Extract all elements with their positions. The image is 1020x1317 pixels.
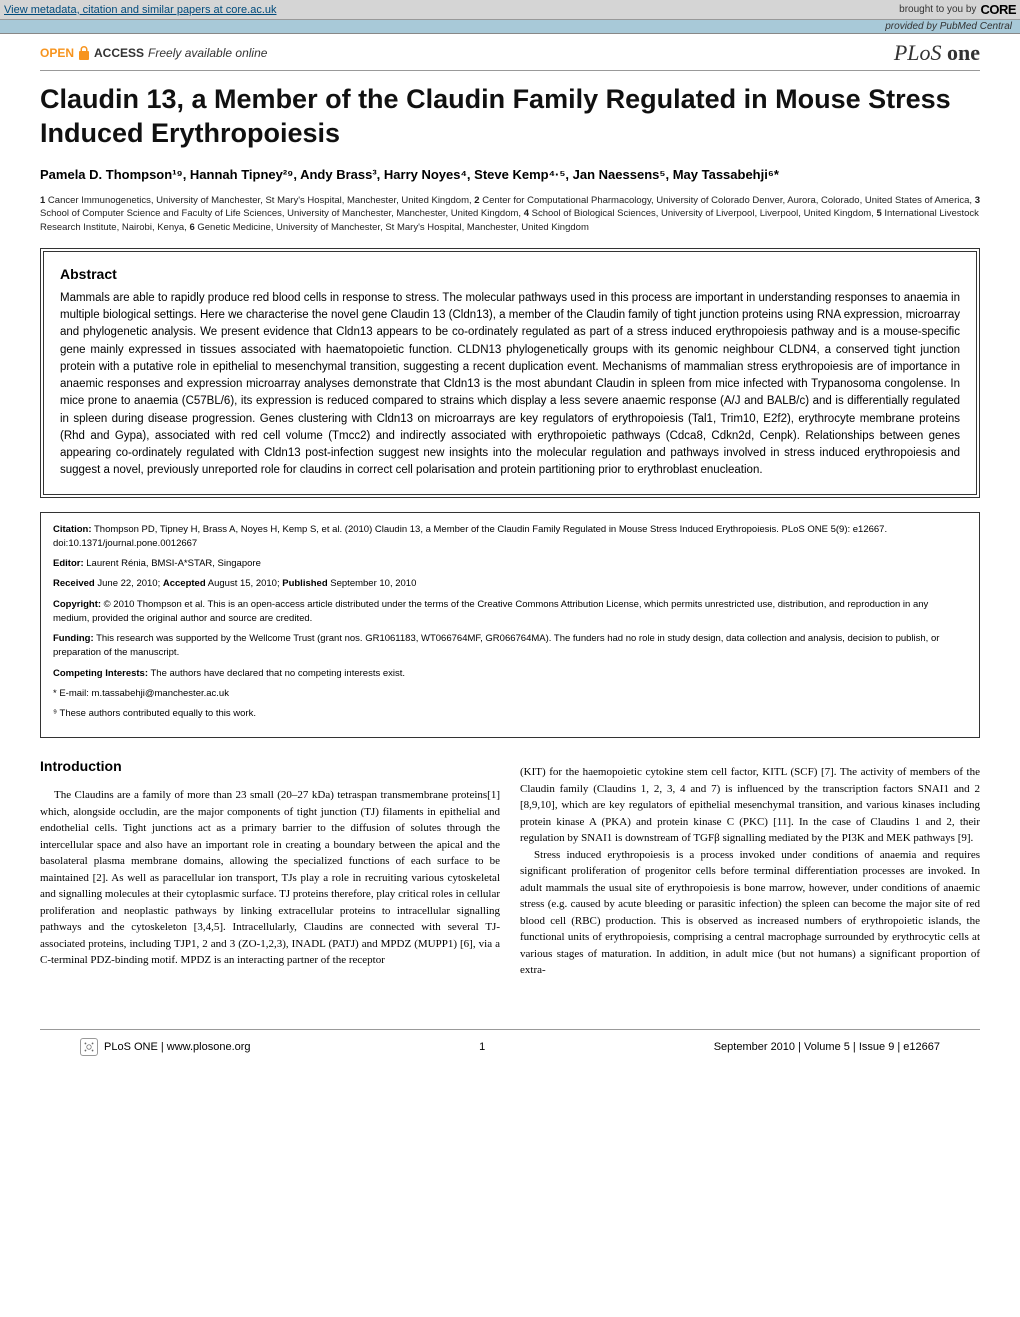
- footer-page: 1: [479, 1041, 485, 1053]
- editor-line: Editor: Laurent Rénia, BMSI-A*STAR, Sing…: [53, 557, 967, 571]
- affiliations: 1 Cancer Immunogenetics, University of M…: [40, 194, 980, 234]
- copyright-line: Copyright: © 2010 Thompson et al. This i…: [53, 598, 967, 627]
- footer-left: PLoS ONE | www.plosone.org: [80, 1038, 251, 1056]
- open-label: OPEN: [40, 46, 74, 60]
- core-banner: View metadata, citation and similar pape…: [0, 0, 1020, 20]
- brought-by-text: brought to you by: [899, 4, 976, 15]
- left-column: Introduction The Claudins are a family o…: [40, 756, 500, 979]
- article-meta-box: Citation: Thompson PD, Tipney H, Brass A…: [40, 512, 980, 739]
- funding-line: Funding: This research was supported by …: [53, 632, 967, 661]
- plos-footer-icon: [80, 1038, 98, 1056]
- email-line: * E-mail: m.tassabehji@manchester.ac.uk: [53, 687, 967, 701]
- intro-heading: Introduction: [40, 756, 500, 777]
- abstract-box: Abstract Mammals are able to rapidly pro…: [40, 248, 980, 498]
- intro-para-1: The Claudins are a family of more than 2…: [40, 787, 500, 969]
- provided-banner: provided by PubMed Central: [0, 20, 1020, 34]
- abstract-text: Mammals are able to rapidly produce red …: [60, 290, 960, 480]
- open-access-badge: OPEN ACCESS Freely available online: [40, 46, 267, 60]
- right-column: (KIT) for the haemopoietic cytokine stem…: [520, 756, 980, 979]
- footer-issue: September 2010 | Volume 5 | Issue 9 | e1…: [714, 1041, 940, 1053]
- journal-header: OPEN ACCESS Freely available online PLoS…: [0, 34, 1020, 68]
- article-title: Claudin 13, a Member of the Claudin Fami…: [40, 83, 980, 151]
- access-label: ACCESS: [94, 46, 144, 60]
- plos-one-logo: PLoS one: [894, 40, 980, 66]
- article-content: Claudin 13, a Member of the Claudin Fami…: [0, 83, 1020, 1009]
- one-text: one: [947, 40, 980, 65]
- dates-line: Received June 22, 2010; Accepted August …: [53, 577, 967, 591]
- footer-source: PLoS ONE | www.plosone.org: [104, 1041, 251, 1053]
- authors-list: Pamela D. Thompson¹⁹, Hannah Tipney²⁹, A…: [40, 165, 980, 185]
- body-columns: Introduction The Claudins are a family o…: [40, 756, 980, 979]
- core-badge: brought to you by CORE: [899, 2, 1016, 17]
- metadata-link[interactable]: View metadata, citation and similar pape…: [4, 4, 277, 16]
- competing-line: Competing Interests: The authors have de…: [53, 667, 967, 681]
- plos-text: PLoS: [894, 40, 942, 65]
- intro-para-2: (KIT) for the haemopoietic cytokine stem…: [520, 764, 980, 847]
- header-divider: [40, 70, 980, 71]
- citation-line: Citation: Thompson PD, Tipney H, Brass A…: [53, 523, 967, 552]
- contrib-line: ⁹ These authors contributed equally to t…: [53, 707, 967, 721]
- freely-text: Freely available online: [148, 46, 267, 60]
- intro-para-3: Stress induced erythropoiesis is a proce…: [520, 847, 980, 979]
- lock-icon: [78, 46, 90, 60]
- page-footer: PLoS ONE | www.plosone.org 1 September 2…: [40, 1029, 980, 1072]
- abstract-heading: Abstract: [60, 266, 960, 282]
- core-logo: CORE: [980, 2, 1016, 17]
